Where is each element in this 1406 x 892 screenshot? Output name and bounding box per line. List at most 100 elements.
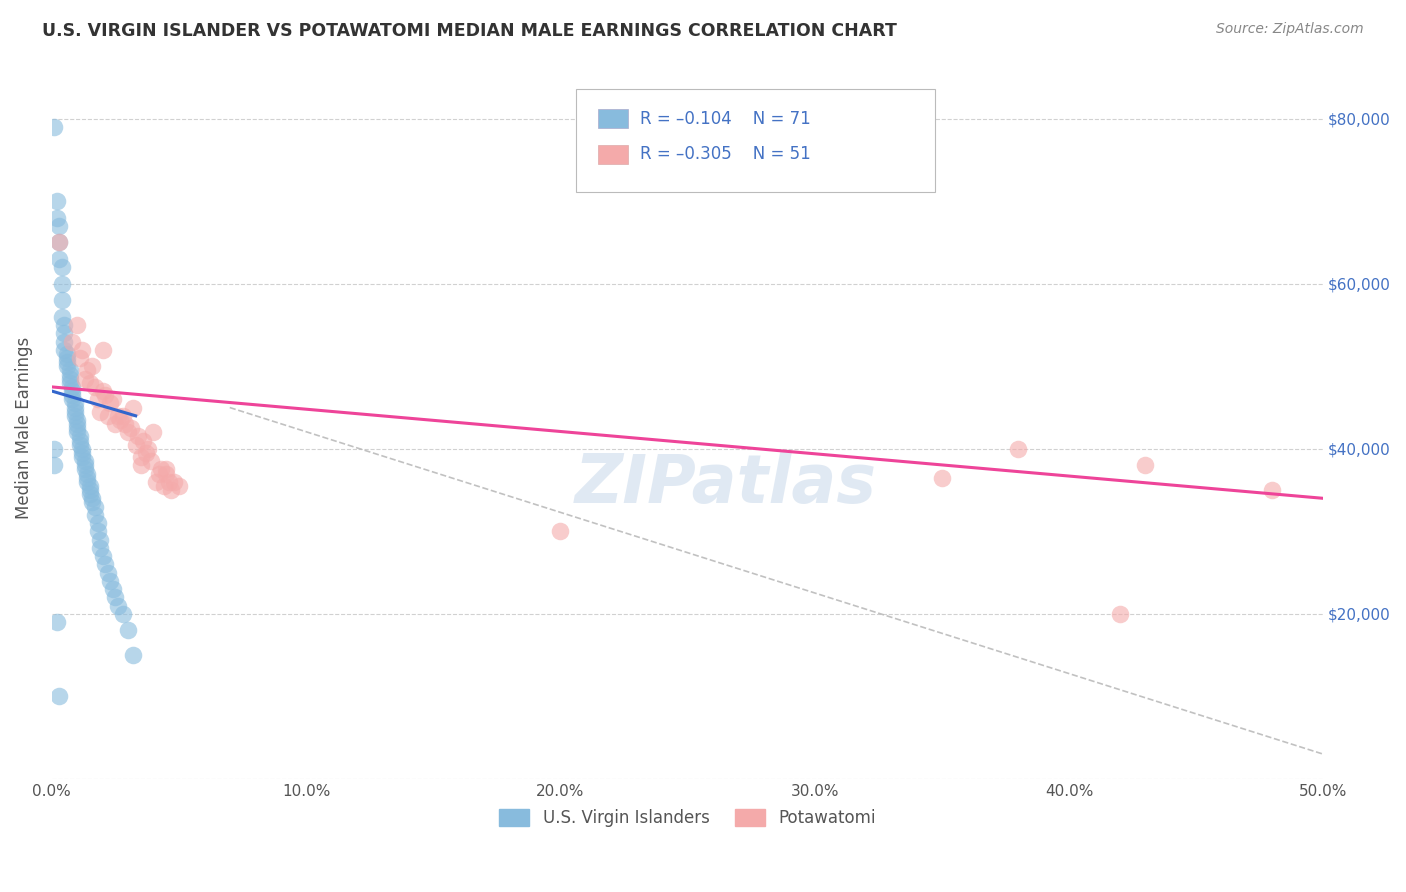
Point bbox=[145, 475, 167, 489]
Point bbox=[56, 347, 79, 361]
Point bbox=[120, 421, 142, 435]
Point bbox=[63, 401, 86, 415]
Point bbox=[72, 442, 94, 456]
Point bbox=[48, 690, 70, 704]
Point bbox=[94, 388, 117, 402]
Point bbox=[76, 363, 98, 377]
Point bbox=[931, 471, 953, 485]
Point bbox=[44, 442, 66, 456]
Point bbox=[79, 479, 101, 493]
Point bbox=[58, 376, 80, 390]
Point bbox=[73, 372, 96, 386]
Point bbox=[69, 429, 91, 443]
Point bbox=[101, 392, 124, 407]
Point bbox=[114, 417, 136, 431]
Point bbox=[82, 359, 104, 374]
Point bbox=[45, 615, 67, 629]
Point bbox=[111, 607, 134, 621]
Point bbox=[76, 471, 98, 485]
Point bbox=[110, 413, 132, 427]
Point bbox=[72, 446, 94, 460]
Point bbox=[104, 417, 127, 431]
Point bbox=[1261, 483, 1284, 497]
Point bbox=[157, 475, 180, 489]
Point bbox=[91, 343, 114, 357]
Point bbox=[53, 326, 76, 341]
Point bbox=[98, 396, 121, 410]
Point bbox=[73, 454, 96, 468]
Point bbox=[44, 458, 66, 473]
Point bbox=[117, 624, 139, 638]
Point bbox=[122, 648, 145, 662]
Y-axis label: Median Male Earnings: Median Male Earnings bbox=[15, 337, 32, 519]
Point bbox=[101, 582, 124, 596]
Point bbox=[60, 388, 83, 402]
Point bbox=[84, 508, 107, 522]
Point bbox=[51, 260, 73, 275]
Point bbox=[1007, 442, 1029, 456]
Point bbox=[142, 425, 165, 440]
Point bbox=[63, 405, 86, 419]
Point bbox=[58, 372, 80, 386]
Point bbox=[48, 235, 70, 250]
Text: Source: ZipAtlas.com: Source: ZipAtlas.com bbox=[1216, 22, 1364, 37]
Point bbox=[51, 293, 73, 308]
Point bbox=[63, 409, 86, 423]
Point bbox=[76, 467, 98, 481]
Point bbox=[148, 467, 170, 481]
Point bbox=[98, 574, 121, 588]
Point bbox=[82, 491, 104, 506]
Point bbox=[132, 434, 155, 448]
Point bbox=[84, 500, 107, 514]
Point bbox=[69, 351, 91, 365]
Point bbox=[56, 355, 79, 369]
Point bbox=[53, 318, 76, 332]
Point bbox=[91, 549, 114, 563]
Point bbox=[72, 343, 94, 357]
Point bbox=[97, 409, 120, 423]
Point bbox=[76, 475, 98, 489]
Text: ZIPatlas: ZIPatlas bbox=[575, 451, 877, 517]
Point bbox=[56, 351, 79, 365]
Point bbox=[107, 599, 129, 613]
Point bbox=[550, 524, 572, 539]
Point bbox=[97, 566, 120, 580]
Point bbox=[53, 343, 76, 357]
Text: R = –0.305    N = 51: R = –0.305 N = 51 bbox=[640, 145, 810, 163]
Point bbox=[66, 413, 89, 427]
Point bbox=[86, 392, 108, 407]
Point bbox=[111, 409, 134, 423]
Point bbox=[107, 409, 129, 423]
Point bbox=[89, 541, 111, 555]
Point bbox=[60, 384, 83, 398]
Point bbox=[129, 450, 152, 464]
Point bbox=[60, 334, 83, 349]
Point bbox=[86, 524, 108, 539]
Point bbox=[167, 479, 190, 493]
Point bbox=[60, 392, 83, 407]
Point bbox=[138, 442, 160, 456]
Legend: U.S. Virgin Islanders, Potawatomi: U.S. Virgin Islanders, Potawatomi bbox=[494, 802, 882, 834]
Point bbox=[155, 467, 177, 481]
Point bbox=[89, 533, 111, 547]
Point bbox=[45, 194, 67, 209]
Point bbox=[51, 277, 73, 291]
Point bbox=[129, 458, 152, 473]
Point bbox=[127, 429, 149, 443]
Point bbox=[84, 380, 107, 394]
Text: U.S. VIRGIN ISLANDER VS POTAWATOMI MEDIAN MALE EARNINGS CORRELATION CHART: U.S. VIRGIN ISLANDER VS POTAWATOMI MEDIA… bbox=[42, 22, 897, 40]
Text: R = –0.104    N = 71: R = –0.104 N = 71 bbox=[640, 110, 810, 128]
Point bbox=[122, 401, 145, 415]
Point bbox=[58, 363, 80, 377]
Point bbox=[1135, 458, 1157, 473]
Point bbox=[72, 450, 94, 464]
Point bbox=[66, 318, 89, 332]
Point bbox=[89, 405, 111, 419]
Point bbox=[69, 438, 91, 452]
Point bbox=[66, 417, 89, 431]
Point bbox=[150, 462, 173, 476]
Point bbox=[48, 235, 70, 250]
Point bbox=[94, 558, 117, 572]
Point bbox=[53, 334, 76, 349]
Point bbox=[60, 380, 83, 394]
